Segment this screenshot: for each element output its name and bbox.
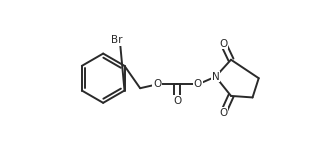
Text: O: O — [219, 108, 227, 118]
Text: Br: Br — [111, 35, 123, 45]
Text: N: N — [212, 72, 219, 82]
Text: O: O — [173, 96, 181, 106]
Text: O: O — [219, 39, 227, 49]
Text: O: O — [194, 79, 202, 89]
Text: O: O — [153, 79, 161, 89]
